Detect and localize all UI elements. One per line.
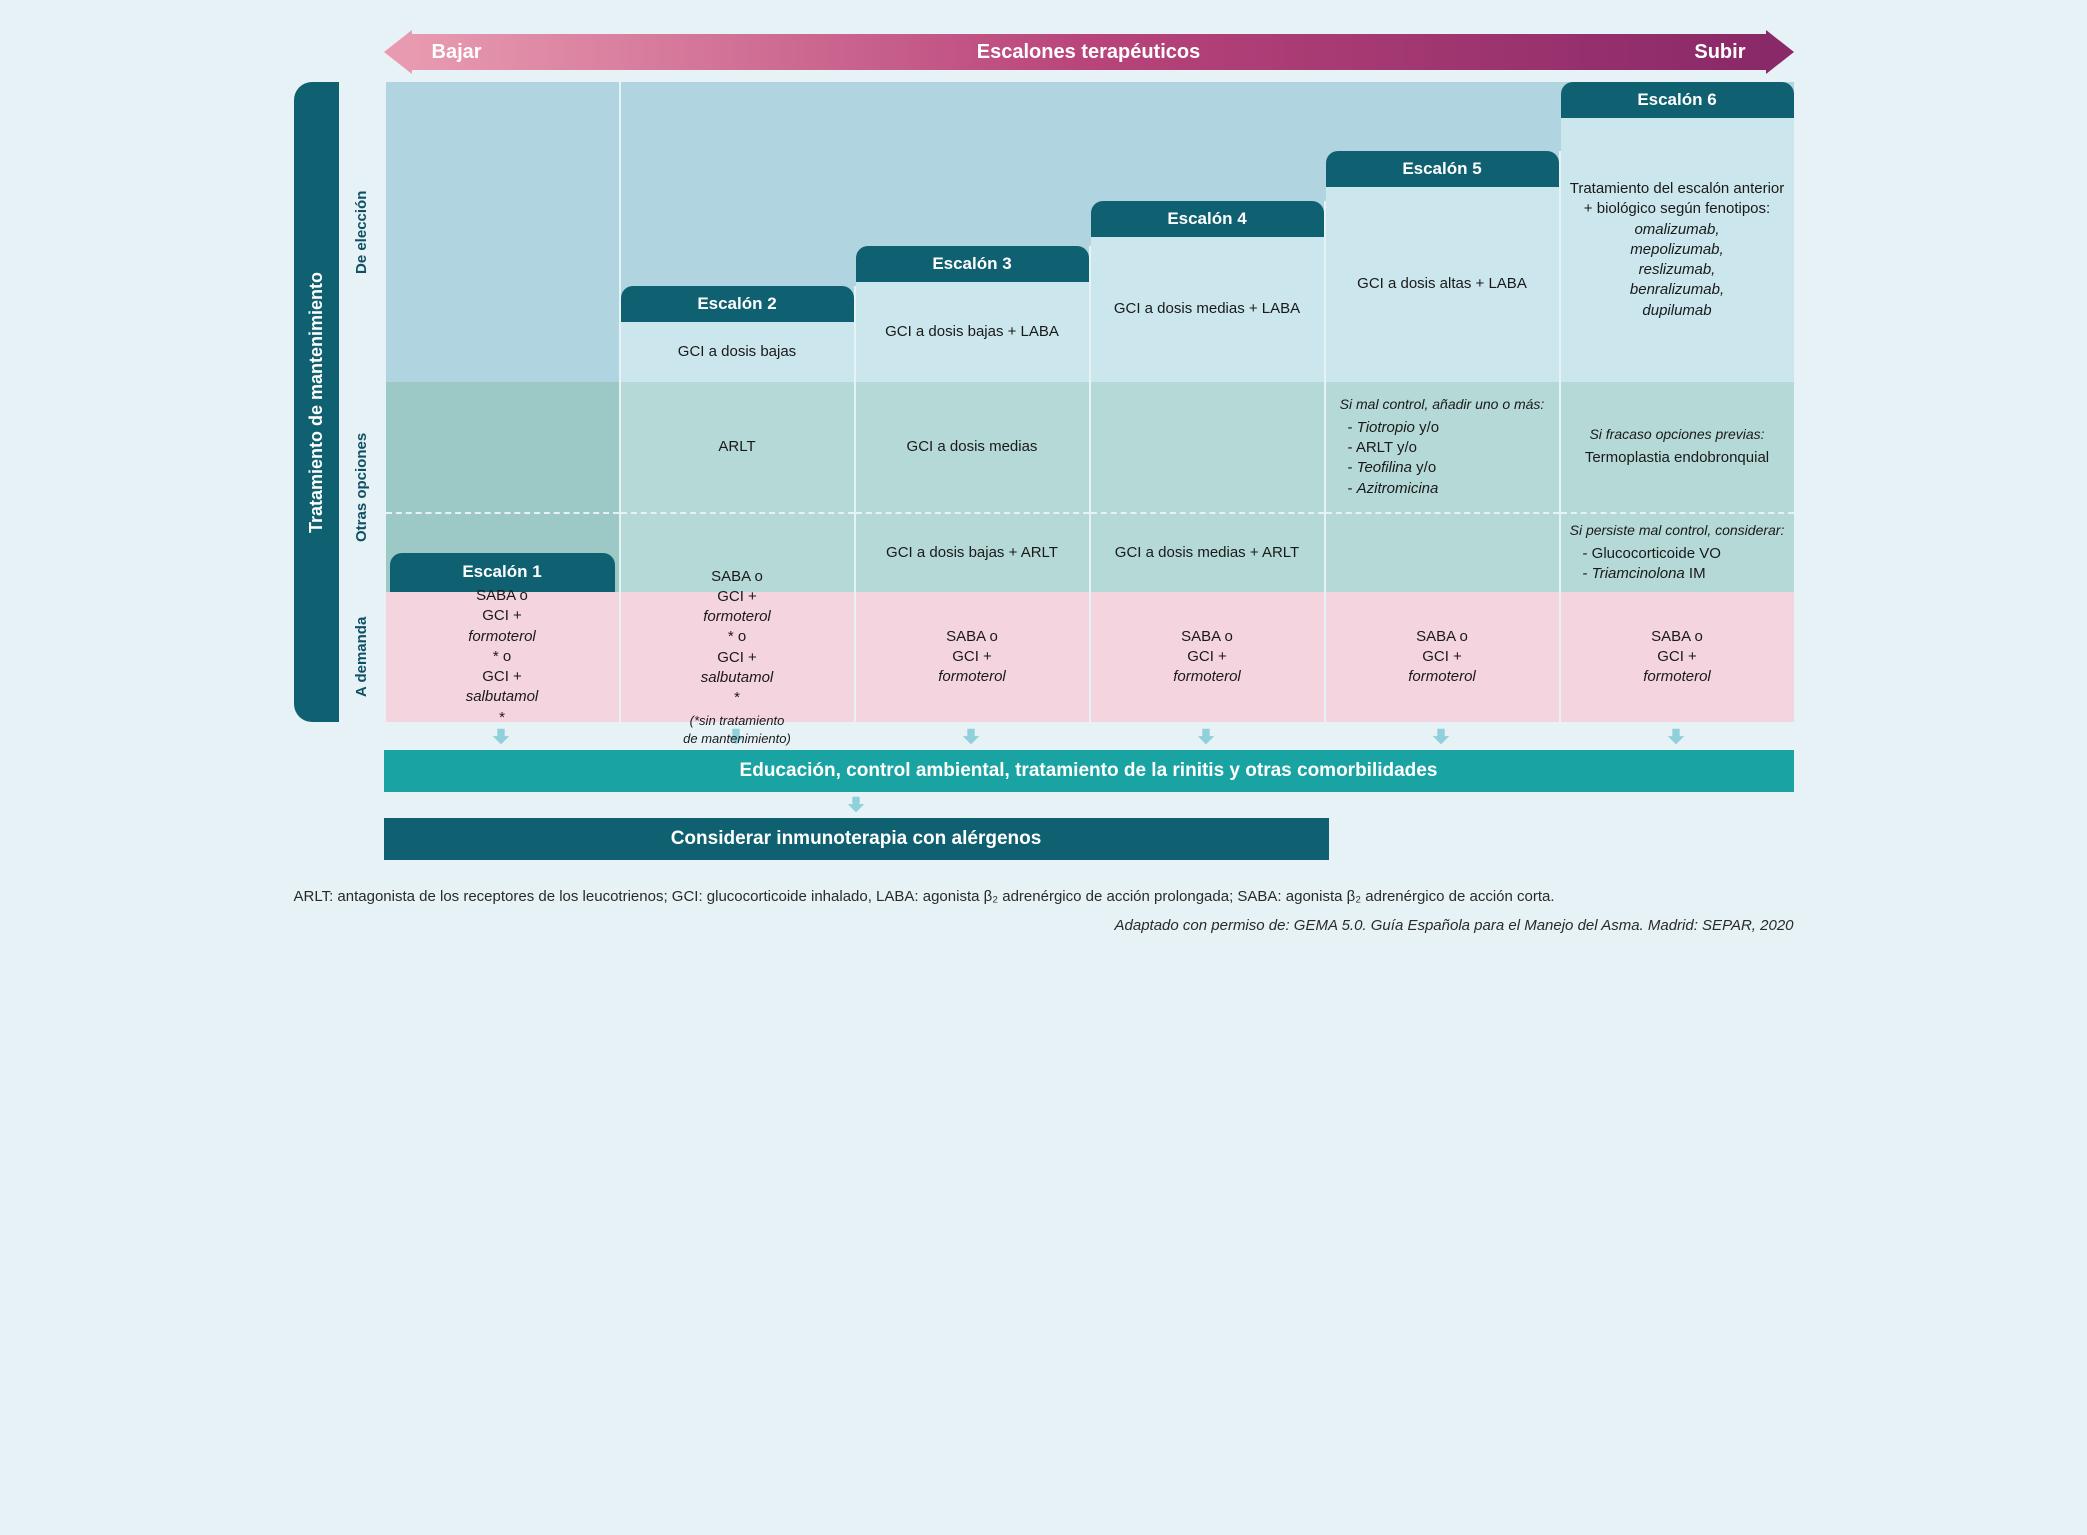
banner-education: Educación, control ambiental, tratamient…	[384, 750, 1794, 792]
step-col-2: Escalón 2 GCI a dosis bajas	[621, 286, 856, 382]
step-header-6: Escalón 6	[1561, 82, 1794, 118]
row-otras2: Escalón 1 GCI a dosis bajas + ARLT GCI a…	[386, 512, 1794, 592]
arrow-label-center: Escalones terapéuticos	[977, 41, 1200, 64]
eleccion-5: GCI a dosis altas + LABA	[1326, 187, 1559, 382]
main-grid: Tratamiento de mantenimiento De elección…	[294, 82, 1794, 722]
eleccion-6: Tratamiento del escalón anterior + bioló…	[1561, 118, 1794, 382]
step-col-6: Escalón 6 Tratamiento del escalón anteri…	[1561, 82, 1794, 382]
otras2-3: GCI a dosis bajas + ARLT	[856, 512, 1089, 592]
otras1-2: ARLT	[621, 382, 854, 512]
step-col-1	[386, 82, 621, 382]
down-arrow-icon	[1430, 726, 1452, 748]
row-otras1: ARLT GCI a dosis medias Si mal control, …	[386, 382, 1794, 512]
eleccion-3: GCI a dosis bajas + LABA	[856, 282, 1089, 382]
arrow-left-head	[384, 30, 412, 74]
row-label-demanda: A demanda	[339, 592, 384, 722]
otras1-4	[1091, 382, 1324, 512]
otras2-6: Si persiste mal control, considerar:- Gl…	[1561, 512, 1794, 592]
source-text: Adaptado con permiso de: GEMA 5.0. Guía …	[1115, 917, 1794, 934]
otras1-5: Si mal control, añadir uno o más:- Tiotr…	[1326, 382, 1559, 512]
demanda-5: SABA oGCI + formoterol	[1326, 592, 1559, 722]
down-arrow-icon	[960, 726, 982, 748]
left-sidebar: Tratamiento de mantenimiento De elección…	[294, 82, 384, 722]
down-arrow-icon	[1665, 726, 1687, 748]
demanda-4: SABA oGCI + formoterol	[1091, 592, 1324, 722]
demanda-6: SABA oGCI + formoterol	[1561, 592, 1794, 722]
otras1-1	[386, 382, 619, 512]
otras2-1: Escalón 1	[386, 512, 619, 592]
step-header-3: Escalón 3	[856, 246, 1089, 282]
arrow-label-subir: Subir	[1694, 41, 1745, 64]
otras1-6: Si fracaso opciones previas:Termoplastia…	[1561, 382, 1794, 512]
sidebar-main-label: Tratamiento de mantenimiento	[294, 82, 339, 722]
step-header-4: Escalón 4	[1091, 201, 1324, 237]
mid-down-arrow	[384, 792, 1329, 818]
arrow-right-head	[1766, 30, 1794, 74]
row-eleccion: Escalón 2 GCI a dosis bajas Escalón 3 GC…	[386, 82, 1794, 382]
row-label-otras: Otras opciones	[339, 382, 384, 592]
sidebar-row-labels: De elección Otras opciones A demanda	[339, 82, 384, 722]
eleccion-4: GCI a dosis medias + LABA	[1091, 237, 1324, 382]
down-arrow-icon	[490, 726, 512, 748]
step-col-4: Escalón 4 GCI a dosis medias + LABA	[1091, 201, 1326, 382]
down-arrow-icon	[845, 794, 867, 816]
grid-area: Escalón 2 GCI a dosis bajas Escalón 3 GC…	[384, 82, 1794, 722]
step-header-5: Escalón 5	[1326, 151, 1559, 187]
step-col-5: Escalón 5 GCI a dosis altas + LABA	[1326, 151, 1561, 382]
demanda-2: SABA oGCI + formoterol* oGCI + salbutamo…	[621, 592, 854, 722]
arrow-body: Bajar Escalones terapéuticos Subir	[412, 34, 1766, 70]
demanda-3: SABA oGCI + formoterol	[856, 592, 1089, 722]
abbreviations-footnote: ARLT: antagonista de los receptores de l…	[294, 886, 1794, 907]
eleccion-2: GCI a dosis bajas	[621, 322, 854, 382]
demanda-1: SABA oGCI + formoterol* oGCI + salbutamo…	[386, 592, 619, 722]
row-label-eleccion: De elección	[339, 82, 384, 382]
eleccion-1	[386, 82, 619, 382]
otras1-3: GCI a dosis medias	[856, 382, 1089, 512]
banner-immunotherapy: Considerar inmunoterapia con alérgenos	[384, 818, 1329, 860]
step-col-3: Escalón 3 GCI a dosis bajas + LABA	[856, 246, 1091, 382]
down-arrow-icon	[1195, 726, 1217, 748]
direction-arrow: Bajar Escalones terapéuticos Subir	[384, 30, 1794, 74]
source-citation: Adaptado con permiso de: GEMA 5.0. Guía …	[294, 917, 1794, 934]
otras2-4: GCI a dosis medias + ARLT	[1091, 512, 1324, 592]
asthma-steps-diagram: Bajar Escalones terapéuticos Subir Trata…	[294, 30, 1794, 934]
step-header-2: Escalón 2	[621, 286, 854, 322]
arrow-label-bajar: Bajar	[432, 41, 482, 64]
otras2-5	[1326, 512, 1559, 592]
row-demanda: SABA oGCI + formoterol* oGCI + salbutamo…	[386, 592, 1794, 722]
